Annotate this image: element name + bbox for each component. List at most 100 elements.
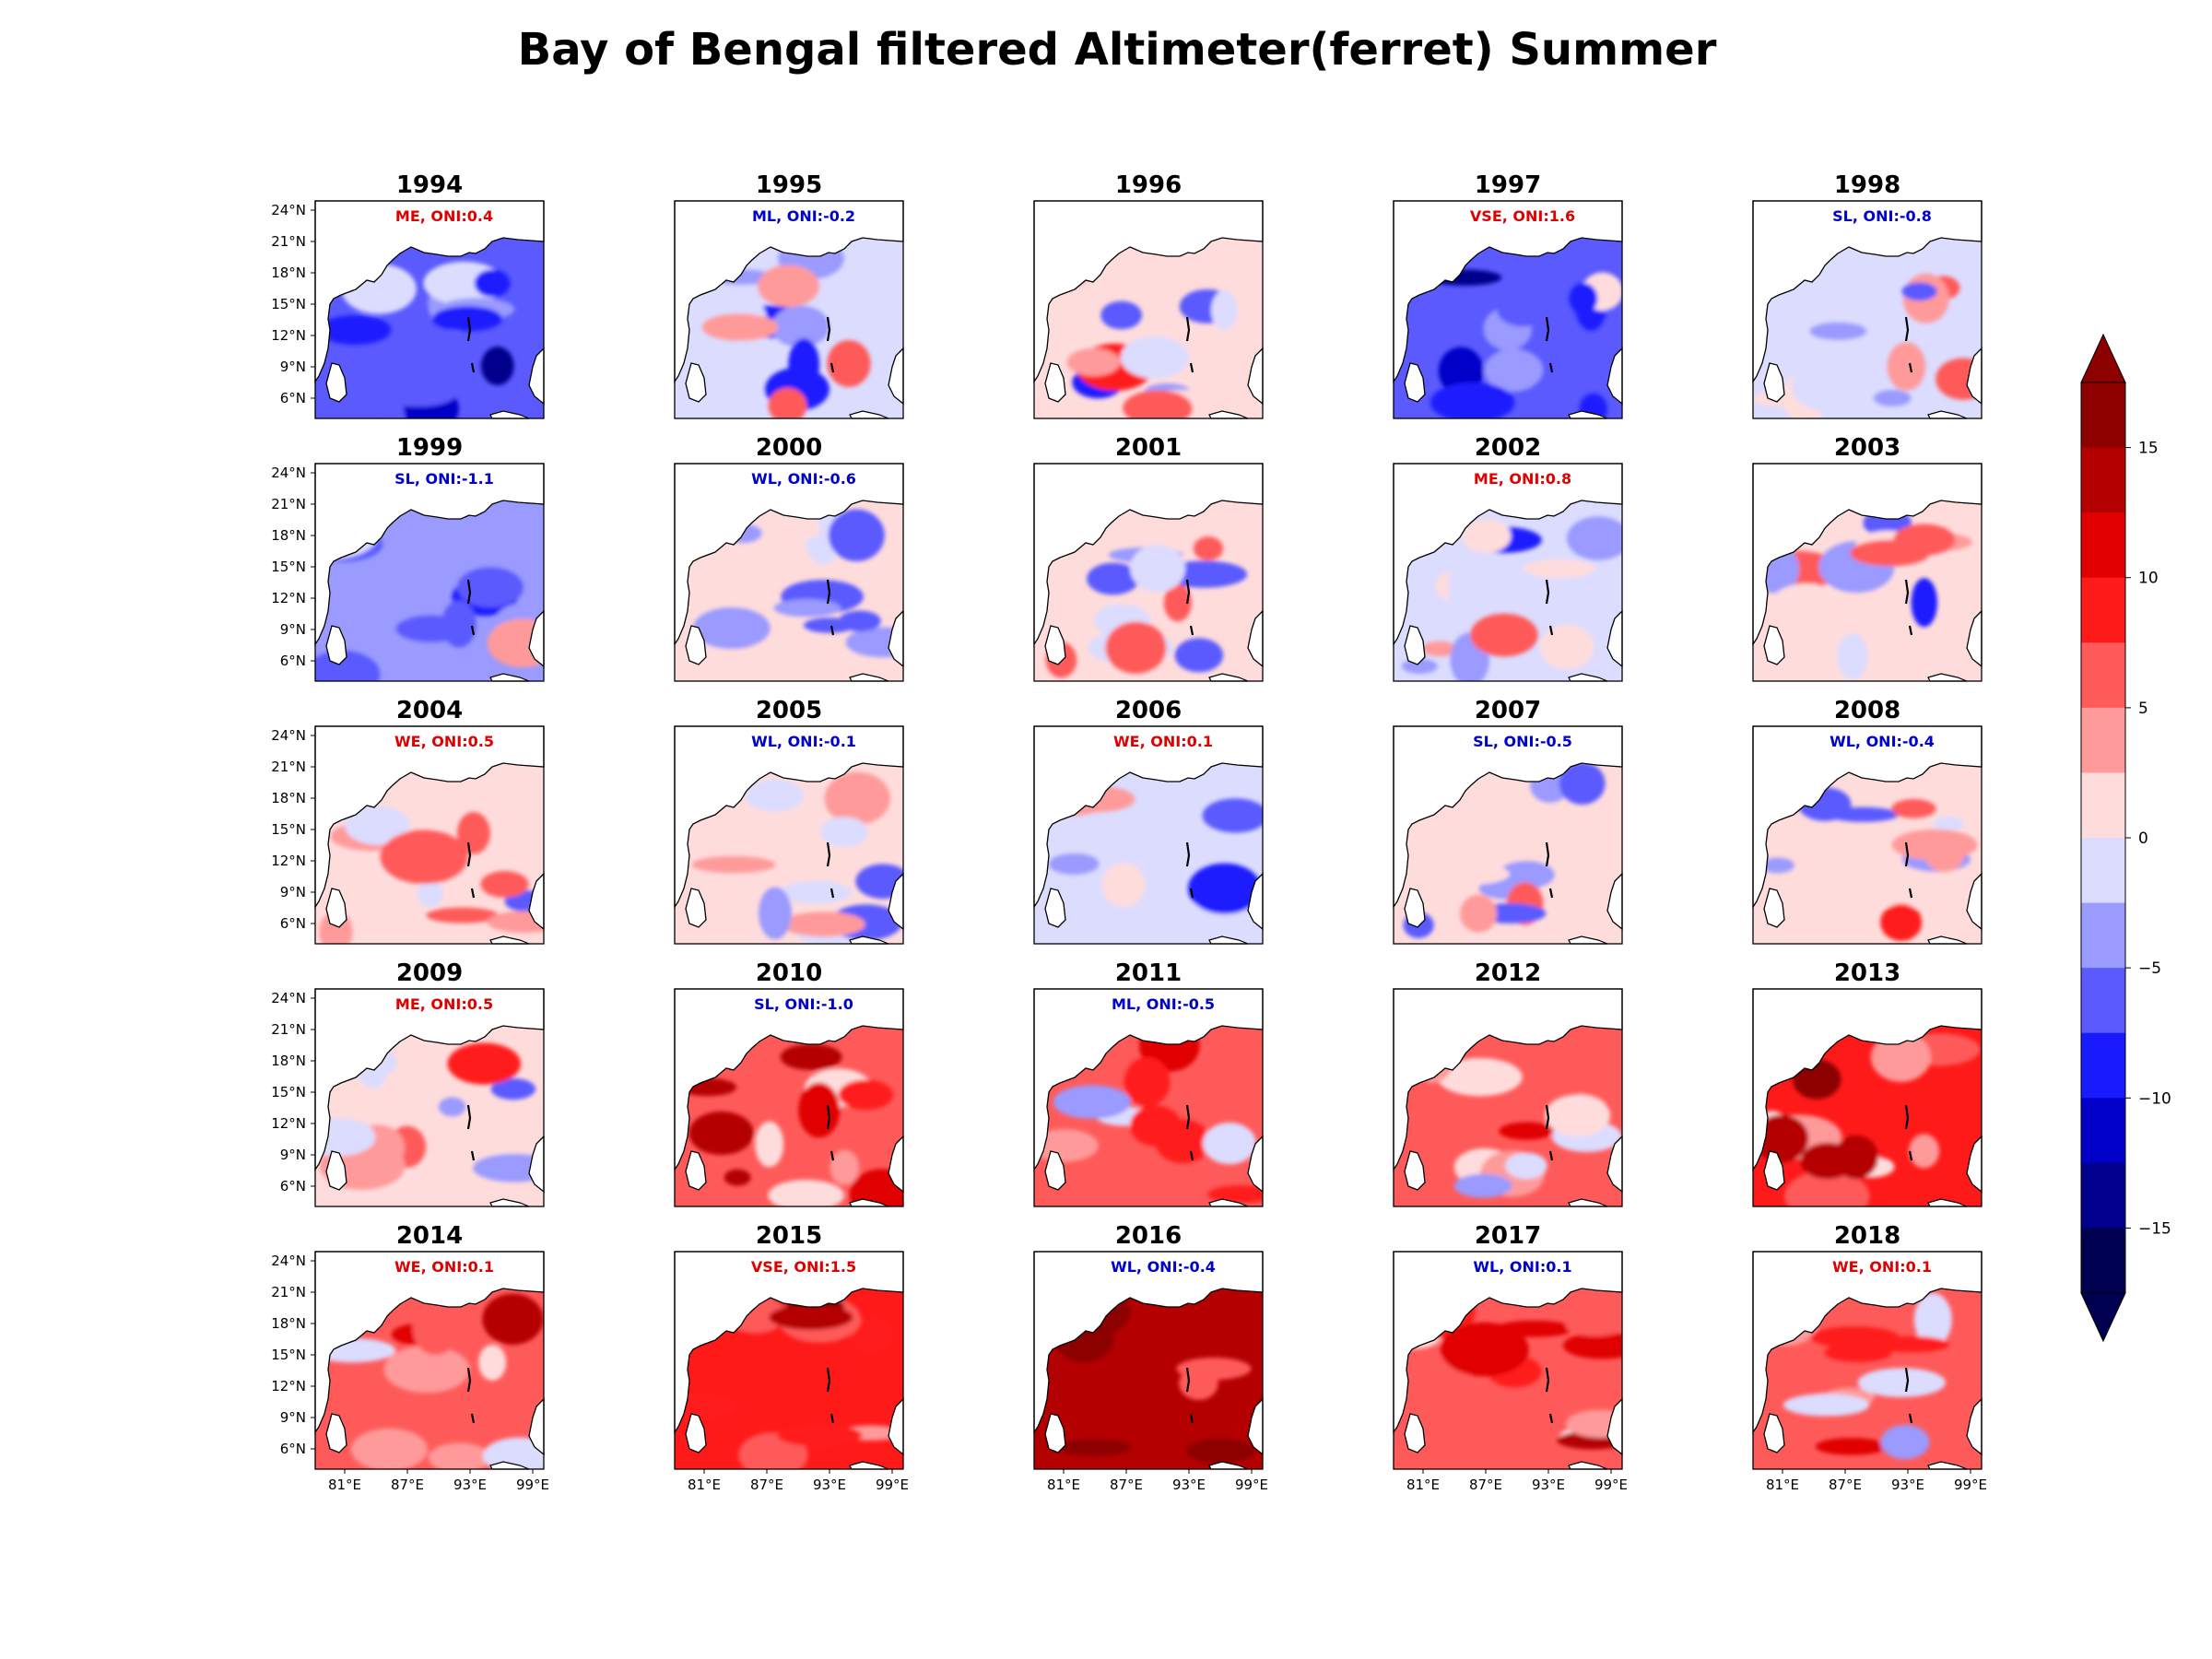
andaman-islands — [826, 841, 835, 899]
panel-year-title: 2005 — [756, 697, 822, 724]
panel-year-title: 2015 — [756, 1222, 822, 1250]
panel-year-title: 1998 — [1834, 171, 1900, 199]
map-panel-2000: 2000 WL, ONI:-0.6 — [674, 434, 904, 682]
sumatra-coast — [489, 935, 530, 945]
map-panel-2008: 2008 WL, ONI:-0.4 — [1752, 697, 1983, 945]
lat-tick-label: 9°N — [280, 1147, 306, 1163]
panel-frame — [674, 725, 904, 945]
panel-frame — [314, 200, 545, 419]
lat-tick-label: 15°N — [271, 559, 306, 575]
lon-tick-label: 93°E — [1532, 1477, 1565, 1493]
sumatra-coast — [489, 1198, 530, 1207]
enso-label: WL, ONI:0.1 — [1473, 1258, 1571, 1276]
sri-lanka-island — [1404, 362, 1426, 403]
panel-frame — [314, 988, 545, 1207]
lat-tick-label: 9°N — [280, 884, 306, 900]
lat-tick-label: 18°N — [271, 527, 306, 544]
map-panel-1997: 1997 VSE, ONI:1.6 — [1393, 171, 1623, 419]
sumatra-coast — [489, 1461, 530, 1470]
map-panel-2001: 2001 — [1033, 434, 1264, 682]
colorbar-segment — [2081, 1228, 2125, 1294]
sumatra-coast — [1208, 410, 1249, 419]
andaman-islands — [1545, 316, 1554, 373]
lat-tick-label: 6°N — [280, 653, 306, 669]
sea-anomaly-field — [1394, 500, 1622, 681]
sri-lanka-island — [1404, 888, 1426, 928]
sumatra-coast — [849, 1461, 889, 1470]
sumatra-coast — [1927, 1461, 1968, 1470]
lat-tick-label: 15°N — [271, 1084, 306, 1100]
sri-lanka-island — [1763, 1150, 1785, 1191]
andaman-islands — [1185, 841, 1194, 899]
lat-tick-label: 24°N — [271, 202, 306, 218]
sri-lanka-island — [685, 1150, 707, 1191]
sea-anomaly-field — [1753, 500, 1982, 681]
lat-tick-label: 21°N — [271, 1284, 306, 1300]
lat-tick-label: 6°N — [280, 1441, 306, 1457]
panel-year-title: 2006 — [1115, 697, 1182, 724]
panel-frame — [1393, 463, 1623, 682]
map-panel-2014: 2014 WE, ONI:0.1 24°N 21°N 18°N 15°N 12°N 9°N 6°… — [271, 1222, 549, 1493]
map-panel-1998: 1998 SL, ONI:-0.8 — [1752, 171, 1983, 419]
lat-tick-label: 18°N — [271, 1053, 306, 1069]
sumatra-coast — [1568, 1198, 1608, 1207]
sumatra-coast — [489, 673, 530, 682]
map-panel-1999: 1999 SL, ONI:-1.1 24°N 21°N 18°N 15°N 12°N 9°N 6… — [271, 434, 545, 682]
lat-tick-label: 21°N — [271, 1021, 306, 1038]
lon-tick-label: 87°E — [391, 1477, 424, 1493]
sumatra-coast — [849, 673, 889, 682]
andaman-islands — [1545, 1104, 1554, 1161]
map-panel-2007: 2007 SL, ONI:-0.5 — [1393, 697, 1623, 945]
andaman-islands — [1904, 316, 1913, 373]
colorbar-segment — [2081, 512, 2125, 579]
panel-frame — [1752, 200, 1983, 419]
sri-lanka-island — [325, 888, 347, 928]
sumatra-coast — [1208, 673, 1249, 682]
sumatra-coast — [849, 1198, 889, 1207]
sri-lanka-island — [1404, 625, 1426, 665]
colorbar-segment — [2081, 902, 2125, 969]
lon-tick-label: 81°E — [1766, 1477, 1799, 1493]
map-panel-2015: 2015 VSE, ONI:1.5 81°E 87°E 93°E 99°E — [674, 1222, 909, 1493]
map-panel-2017: 2017 WL, ONI:0.1 81°E 87°E 93°E 99°E — [1393, 1222, 1628, 1493]
figure-title: Bay of Bengal filtered Altimeter(ferret)… — [518, 24, 1717, 76]
map-panel-1994: 1994 ME, ONI:0.4 24°N 21°N 18°N 15°N 12°N 9°N 6°… — [271, 171, 545, 419]
map-panel-2018: 2018 WE, ONI:0.1 81°E 87°E 93°E 99°E — [1752, 1222, 1987, 1493]
sea-anomaly-field — [1753, 238, 1982, 418]
enso-label: ML, ONI:-0.5 — [1112, 995, 1215, 1013]
panel-year-title: 2000 — [756, 434, 822, 462]
sea-anomaly-field — [1753, 1026, 1982, 1206]
andaman-islands — [1545, 1367, 1554, 1424]
sri-lanka-island — [1404, 1413, 1426, 1453]
panel-frame — [1393, 200, 1623, 419]
andaman-islands — [826, 1104, 835, 1161]
enso-label: SL, ONI:-0.8 — [1832, 207, 1932, 225]
lon-tick-label: 87°E — [1829, 1477, 1862, 1493]
sumatra-coast — [1927, 673, 1968, 682]
lon-tick-label: 93°E — [1172, 1477, 1206, 1493]
sri-lanka-island — [1763, 362, 1785, 403]
lon-tick-label: 99°E — [1235, 1477, 1268, 1493]
colorbar-tick-label: 5 — [2138, 700, 2148, 718]
map-panel-2012: 2012 — [1393, 959, 1623, 1207]
panel-frame — [1033, 1251, 1264, 1470]
colorbar-segment — [2081, 577, 2125, 643]
sumatra-coast — [489, 410, 530, 419]
lon-tick-label: 99°E — [516, 1477, 549, 1493]
lat-tick-label: 15°N — [271, 821, 306, 838]
sri-lanka-island — [1044, 1150, 1066, 1191]
enso-label: VSE, ONI:1.5 — [751, 1258, 856, 1276]
lat-tick-label: 6°N — [280, 1178, 306, 1194]
enso-label: WE, ONI:0.1 — [1832, 1258, 1932, 1276]
colorbar-segment — [2081, 382, 2125, 449]
andaman-islands — [1904, 1104, 1913, 1161]
lon-tick-label: 99°E — [1954, 1477, 1987, 1493]
sri-lanka-island — [1404, 1150, 1426, 1191]
lat-tick-label: 9°N — [280, 1409, 306, 1426]
sri-lanka-island — [325, 1150, 347, 1191]
colorbar-tick-label: −5 — [2138, 959, 2161, 978]
panel-frame — [1393, 1251, 1623, 1470]
enso-label: ME, ONI:0.5 — [395, 995, 493, 1013]
andaman-islands — [1185, 1104, 1194, 1161]
panel-year-title: 2014 — [396, 1222, 463, 1250]
